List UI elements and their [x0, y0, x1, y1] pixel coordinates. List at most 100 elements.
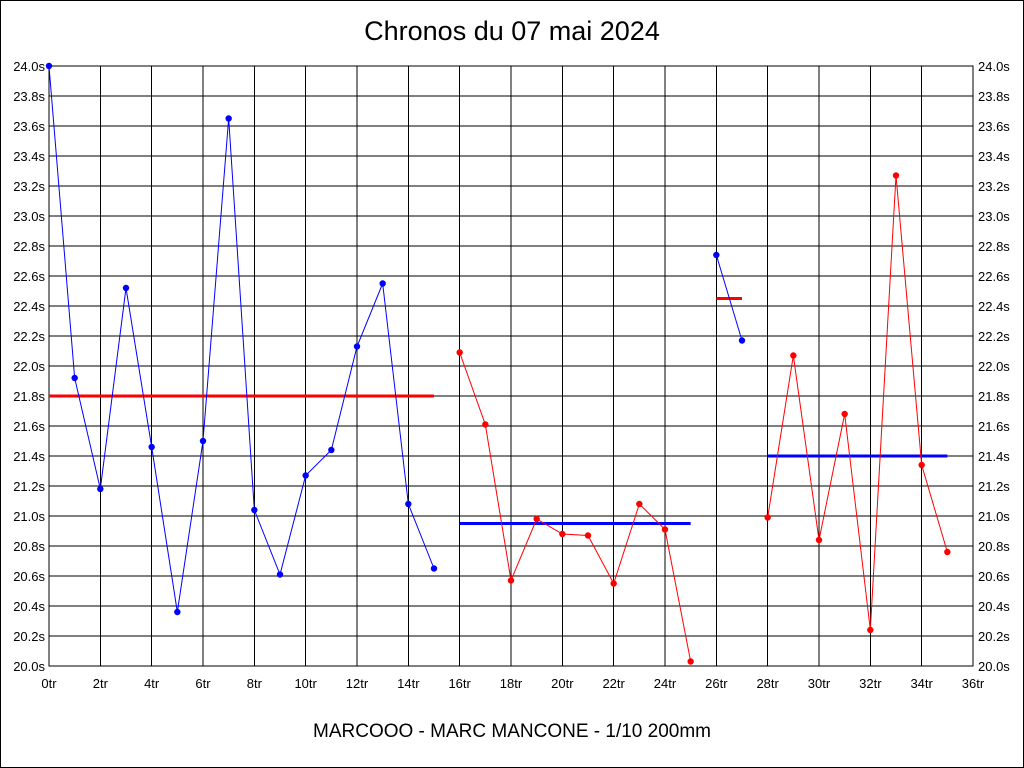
- y-tick-label-left: 23.2s: [13, 179, 45, 194]
- x-tick-label: 4tr: [144, 676, 160, 691]
- y-tick-label-left: 22.4s: [13, 299, 45, 314]
- y-tick-label-right: 20.0s: [978, 659, 1010, 674]
- y-tick-label-left: 21.8s: [13, 389, 45, 404]
- data-point: [944, 548, 951, 556]
- series-line: [767, 175, 948, 631]
- x-tick-label: 26tr: [705, 676, 728, 691]
- x-tick-label: 34tr: [910, 676, 933, 691]
- data-point: [559, 530, 566, 538]
- y-tick-label-left: 23.4s: [13, 149, 45, 164]
- y-tick-label-left: 20.0s: [13, 659, 45, 674]
- data-point: [199, 437, 207, 445]
- series-3: [713, 251, 746, 344]
- chart-subtitle: MARCOOO - MARC MANCONE - 1/10 200mm: [313, 721, 711, 742]
- x-tick-label: 28tr: [756, 676, 779, 691]
- x-tick-label: 32tr: [859, 676, 882, 691]
- data-point: [507, 577, 515, 584]
- x-tick-label: 36tr: [962, 676, 985, 691]
- data-point: [790, 352, 797, 359]
- y-tick-label-right: 21.6s: [978, 419, 1010, 434]
- data-point: [353, 343, 361, 350]
- y-tick-label-left: 21.4s: [13, 449, 45, 464]
- x-tick-label: 12tr: [346, 676, 369, 691]
- y-tick-label-right: 23.6s: [978, 119, 1010, 134]
- data-point: [636, 500, 643, 508]
- data-point: [584, 532, 592, 539]
- y-tick-label-left: 23.6s: [13, 119, 45, 134]
- x-tick-label: 20tr: [551, 676, 574, 691]
- average-lines: [49, 297, 948, 525]
- x-tick-label: 0tr: [41, 676, 57, 691]
- y-tick-label-left: 21.2s: [13, 479, 45, 494]
- y-tick-label-left: 20.4s: [13, 599, 45, 614]
- grid-lines: [48, 65, 974, 667]
- series-line: [715, 254, 743, 341]
- y-tick-label-right: 20.2s: [978, 629, 1010, 644]
- y-tick-label-right: 20.6s: [978, 569, 1010, 584]
- y-tick-label-left: 20.8s: [13, 539, 45, 554]
- data-point: [764, 514, 771, 521]
- plot-area: [48, 65, 974, 667]
- y-tick-label-left: 21.6s: [13, 419, 45, 434]
- series-4: [764, 172, 951, 634]
- data-point: [71, 374, 78, 382]
- data-point: [867, 626, 874, 634]
- data-point: [174, 608, 181, 616]
- data-point: [533, 515, 540, 523]
- data-point: [276, 571, 284, 578]
- y-tick-label-left: 23.0s: [13, 209, 45, 224]
- x-tick-label: 24tr: [654, 676, 677, 691]
- series-line: [459, 352, 692, 662]
- x-tick-label: 10tr: [294, 676, 317, 691]
- y-tick-label-left: 20.6s: [13, 569, 45, 584]
- y-tick-label-right: 23.8s: [978, 89, 1010, 104]
- y-axis-right-ticks: 24.0s 23.8s 23.6s 23.4s 23.2s 23.0s 22.8s 22.6s…: [978, 59, 1010, 674]
- y-tick-label-right: 21.0s: [978, 509, 1010, 524]
- y-tick-label-right: 21.8s: [978, 389, 1010, 404]
- y-tick-label-right: 21.4s: [978, 449, 1010, 464]
- data-point: [97, 485, 104, 493]
- data-point: [841, 410, 848, 418]
- data-point: [738, 337, 746, 344]
- y-tick-label-left: 22.2s: [13, 329, 45, 344]
- data-point: [430, 565, 438, 572]
- data-point: [251, 506, 258, 514]
- chart-title: Chronos du 07 mai 2024: [364, 16, 660, 46]
- x-tick-label: 14tr: [397, 676, 420, 691]
- y-tick-label-right: 22.6s: [978, 269, 1010, 284]
- data-point: [405, 500, 412, 508]
- y-tick-label-right: 23.4s: [978, 149, 1010, 164]
- data-point: [687, 658, 694, 665]
- series-line: [48, 65, 435, 613]
- y-tick-label-left: 22.6s: [13, 269, 45, 284]
- data-point: [122, 284, 130, 292]
- data-point: [225, 115, 232, 122]
- y-tick-label-right: 22.0s: [978, 359, 1010, 374]
- data-point: [815, 536, 823, 544]
- series-2: [456, 349, 694, 665]
- y-tick-label-right: 24.0s: [978, 59, 1010, 74]
- y-tick-label-left: 24.0s: [13, 59, 45, 74]
- y-tick-label-right: 22.4s: [978, 299, 1010, 314]
- data-point: [892, 172, 900, 179]
- data-point: [482, 421, 489, 428]
- series-1: [45, 62, 438, 616]
- x-axis-ticks: 0tr 2tr 4tr 6tr 8tr 10tr 12tr 14tr 16tr 18tr 20tr 2…: [41, 676, 984, 691]
- x-tick-label: 16tr: [448, 676, 471, 691]
- y-tick-label-left: 23.8s: [13, 89, 45, 104]
- y-tick-label-right: 20.4s: [978, 599, 1010, 614]
- data-point: [379, 280, 386, 287]
- data-point: [45, 62, 53, 70]
- data-point: [328, 446, 335, 454]
- data-point: [148, 443, 155, 451]
- data-point: [456, 349, 463, 356]
- data-point: [302, 472, 309, 479]
- y-tick-label-right: 21.2s: [978, 479, 1010, 494]
- y-tick-label-left: 22.0s: [13, 359, 45, 374]
- y-tick-label-right: 23.2s: [978, 179, 1010, 194]
- y-tick-label-right: 20.8s: [978, 539, 1010, 554]
- data-point: [918, 461, 925, 469]
- data-point: [610, 580, 617, 587]
